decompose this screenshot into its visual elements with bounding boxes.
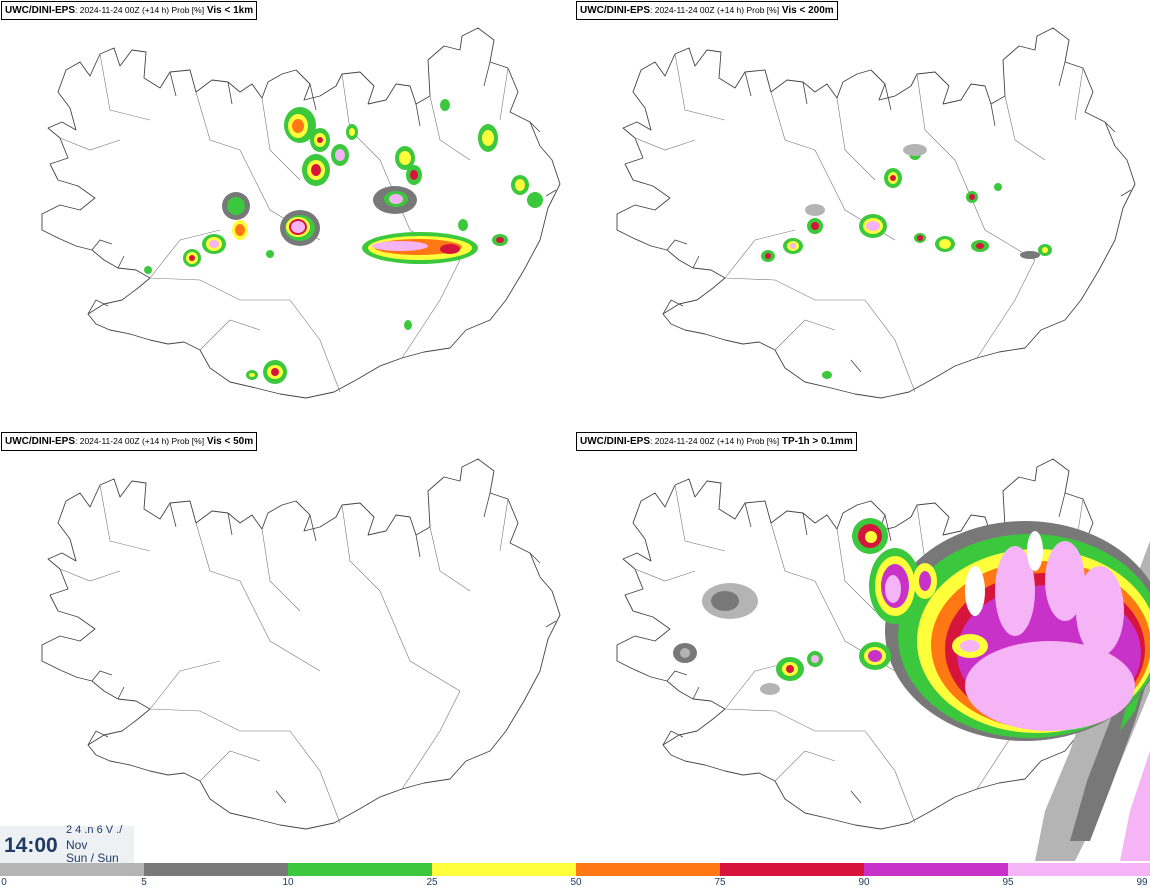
valid-month: Nov xyxy=(66,838,88,852)
map-vis-200m xyxy=(616,27,1136,399)
prob-blobs xyxy=(144,99,543,384)
panel-source: UWC/DINI-EPS xyxy=(5,5,75,16)
prob-blobs xyxy=(673,518,1150,861)
map-panel-tp-1h: UWC/DINI-EPS: 2024-11-24 00Z (+14 h) Pro… xyxy=(575,431,1150,861)
legend-bin-5-10 xyxy=(144,863,288,876)
valid-time-box: 2 4 .n 6 V ./ 14:00 Nov Sun / Sun xyxy=(0,824,134,863)
legend-tick: 90 xyxy=(858,877,870,888)
valid-time: 14:00 xyxy=(4,834,58,857)
panel-variable: Vis < 200m xyxy=(781,5,834,16)
map-vis-50m xyxy=(41,458,561,830)
map-panel-vis-200m: UWC/DINI-EPS: 2024-11-24 00Z (+14 h) Pro… xyxy=(575,0,1150,430)
map-vis-1km xyxy=(41,27,561,399)
panel-meta: : 2024-11-24 00Z (+14 h) Prob [%] xyxy=(650,5,780,15)
time-box-top-text: 2 4 .n 6 V ./ xyxy=(66,824,123,836)
panel-variable: Vis < 1km xyxy=(206,5,254,16)
panel-source: UWC/DINI-EPS xyxy=(580,436,650,447)
map-panel-vis-1km: UWC/DINI-EPS: 2024-11-24 00Z (+14 h) Pro… xyxy=(0,0,575,430)
panel-title: UWC/DINI-EPS: 2024-11-24 00Z (+14 h) Pro… xyxy=(576,1,838,20)
legend-tick: 99 xyxy=(1136,877,1148,888)
legend-tick: 10 xyxy=(282,877,294,888)
legend-bin-90-95 xyxy=(864,863,1008,876)
legend-tick: 75 xyxy=(714,877,726,888)
map-panel-vis-50m: UWC/DINI-EPS: 2024-11-24 00Z (+14 h) Pro… xyxy=(0,431,575,861)
panel-variable: TP-1h > 0.1mm xyxy=(781,436,853,447)
panel-source: UWC/DINI-EPS xyxy=(580,5,650,16)
legend-tick: 25 xyxy=(426,877,438,888)
prob-blobs xyxy=(761,144,1052,379)
legend-tick: 95 xyxy=(1002,877,1014,888)
map-tp-1h xyxy=(616,458,1150,861)
panel-title: UWC/DINI-EPS: 2024-11-24 00Z (+14 h) Pro… xyxy=(1,432,258,451)
legend-bin-75-90 xyxy=(720,863,864,876)
legend-bin-50-75 xyxy=(576,863,720,876)
legend-bin-0-5 xyxy=(0,863,144,876)
panel-title: UWC/DINI-EPS: 2024-11-24 00Z (+14 h) Pro… xyxy=(1,1,258,20)
panel-source: UWC/DINI-EPS xyxy=(5,436,75,447)
legend-tick: 0 xyxy=(1,877,7,888)
legend-tick: 5 xyxy=(141,877,147,888)
panel-title: UWC/DINI-EPS: 2024-11-24 00Z (+14 h) Pro… xyxy=(576,432,857,451)
valid-day: Sun / Sun xyxy=(66,851,119,863)
panel-variable: Vis < 50m xyxy=(206,436,254,447)
legend-bin-10-25 xyxy=(288,863,432,876)
panel-meta: : 2024-11-24 00Z (+14 h) Prob [%] xyxy=(75,436,205,446)
panel-meta: : 2024-11-24 00Z (+14 h) Prob [%] xyxy=(75,5,205,15)
color-legend: 0 5 10 25 50 75 90 95 99 xyxy=(0,862,1150,891)
legend-bin-25-50 xyxy=(432,863,576,876)
panel-meta: : 2024-11-24 00Z (+14 h) Prob [%] xyxy=(650,436,780,446)
legend-tick: 50 xyxy=(570,877,582,888)
legend-bin-95-99 xyxy=(1008,863,1150,876)
